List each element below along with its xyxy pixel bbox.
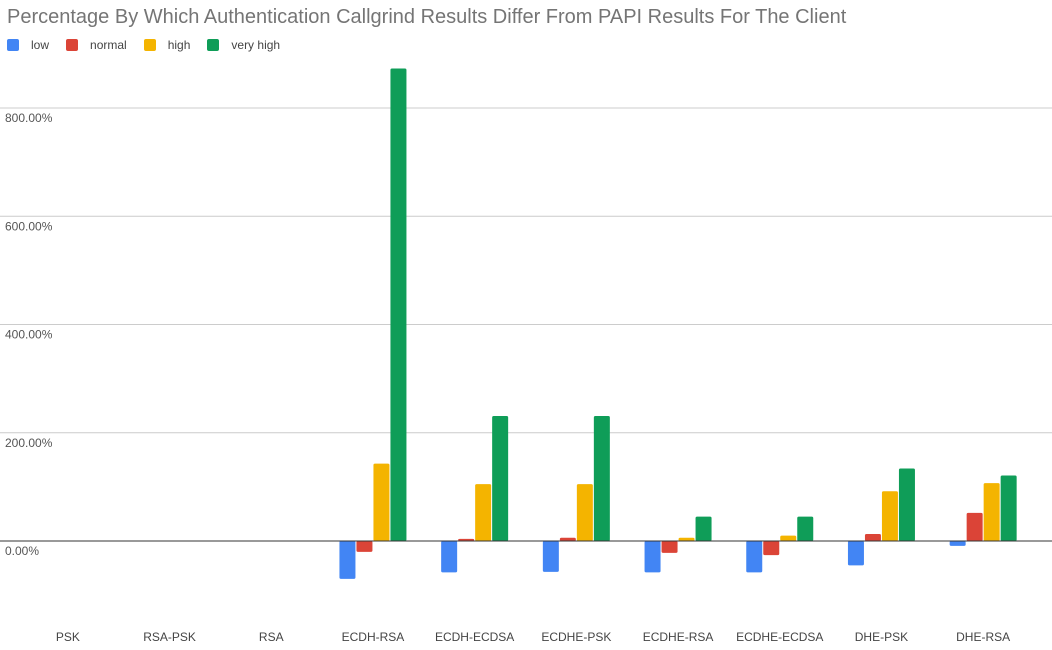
y-tick-label: 400.00% [5,328,53,342]
legend-swatch [66,39,79,51]
bar [644,541,661,573]
bar [373,463,390,541]
x-tick-label: RSA-PSK [143,630,196,644]
bar [356,541,373,552]
bar [441,541,458,573]
bar [695,516,712,541]
legend-swatch [143,39,156,51]
legend-label: normal [90,38,127,52]
x-tick-label: ECDHE-RSA [643,630,714,644]
bar [898,468,915,541]
bar [339,541,356,579]
bar [390,68,407,542]
x-tick-label: PSK [56,630,80,644]
gridlines [0,107,1052,434]
bar [1000,475,1017,541]
x-tick-label: DHE-PSK [855,630,908,644]
bar [542,541,559,572]
bar [881,491,898,541]
bar [678,537,695,541]
bar [949,541,966,546]
y-tick-label: 200.00% [5,436,53,450]
x-tick-label: ECDH-ECDSA [435,630,514,644]
chart-title: Percentage By Which Authentication Callg… [7,6,847,28]
legend-item: very high [207,38,280,52]
bar [458,538,475,541]
x-tick-label: ECDHE-ECDSA [736,630,823,644]
x-tick-label: DHE-RSA [956,630,1010,644]
bar [847,541,864,566]
bars [339,68,1017,579]
bar [797,516,814,541]
x-tick-label: ECDHE-PSK [541,630,611,644]
bar [763,541,780,556]
legend-label: very high [231,38,281,52]
bar [780,535,797,541]
y-axis-labels: 0.00% 200.00% 400.00% 600.00% 800.00% [5,111,53,558]
bar [864,533,881,541]
legend-swatch [207,39,220,51]
bar [983,483,1000,541]
bar [559,537,576,541]
legend-item: low [7,38,49,52]
bar [475,484,492,541]
y-tick-label: 0.00% [5,544,39,558]
legend-label: low [31,38,50,52]
bar [492,415,509,541]
bar [661,541,678,553]
legend-label: high [167,38,191,52]
x-axis-labels: PSK RSA-PSK RSA ECDH-RSA ECDH-ECDSA ECDHE-PSK… [56,630,1010,644]
bar [576,484,593,541]
legend: low normal high very high [7,38,297,52]
legend-swatch [7,39,19,51]
x-tick-label: RSA [259,630,284,644]
legend-item: normal [66,38,127,52]
y-tick-label: 600.00% [5,219,53,233]
legend-item: high [143,38,191,52]
bar [966,512,983,541]
y-tick-label: 800.00% [5,111,53,125]
bar [746,541,763,573]
bar [593,415,610,541]
x-tick-label: ECDH-RSA [342,630,405,644]
